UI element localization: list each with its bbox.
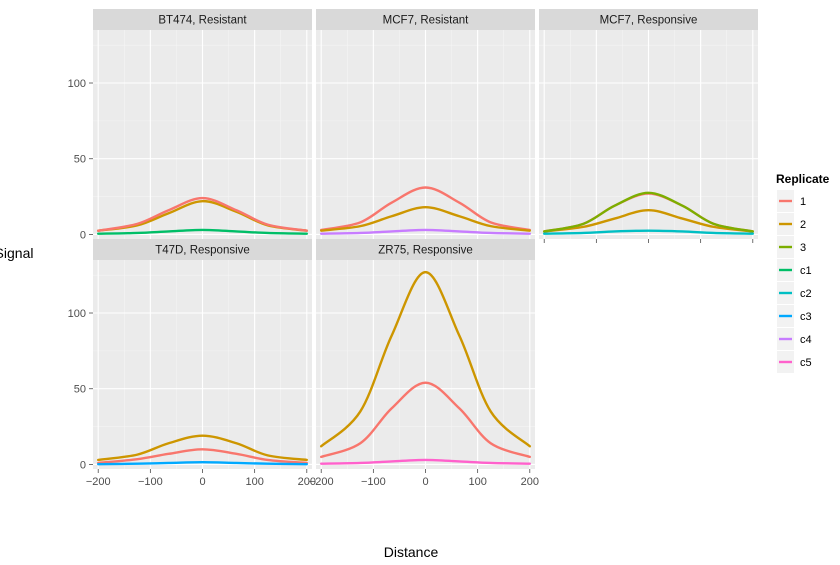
panels-layer: BT474, Resistant MCF7, Resistant MCF7, Res… — [93, 9, 758, 469]
facet-strip — [93, 239, 312, 260]
series-line-c3 — [97, 460, 308, 466]
panel-1: BT474, Resistant — [93, 9, 312, 239]
x-tick-label: 0 — [199, 476, 205, 488]
facet-title: MCF7, Responsive — [600, 15, 698, 27]
x-tick-label: −200 — [86, 476, 111, 488]
x-axis-title: Distance — [384, 544, 439, 560]
y-tick-label: 50 — [74, 384, 86, 396]
legend: Replicate 1 2 3 c1 c2 c3 c4 c5 — [776, 172, 830, 373]
x-tick-label: −100 — [138, 476, 163, 488]
series-line-1 — [97, 196, 308, 232]
y-tick-label: 50 — [74, 154, 86, 166]
legend-label: c3 — [800, 311, 812, 323]
series-line-c4 — [320, 228, 531, 235]
y-tick-label: 100 — [68, 308, 86, 320]
y-tick-label: 0 — [80, 459, 86, 471]
panel-3: MCF7, Responsive — [539, 9, 758, 239]
x-tick-label: 200 — [521, 476, 539, 488]
legend-label: c4 — [800, 334, 812, 346]
facet-title: BT474, Resistant — [158, 15, 247, 27]
x-tick-label: 100 — [245, 476, 263, 488]
x-tick-label: −100 — [361, 476, 386, 488]
series-line-c1 — [97, 228, 308, 235]
facet-strip — [539, 9, 758, 30]
y-axis-title: Signal — [0, 245, 33, 261]
legend-label: 3 — [800, 242, 806, 254]
series-line-1 — [97, 448, 308, 465]
x-tick-label: −200 — [309, 476, 334, 488]
series-line-1 — [320, 381, 531, 459]
series-line-2 — [320, 206, 531, 232]
series-line-c5 — [320, 458, 531, 465]
x-tick-label: 100 — [468, 476, 486, 488]
legend-label: c1 — [800, 265, 812, 277]
legend-label: c5 — [800, 357, 812, 369]
facet-title: MCF7, Resistant — [383, 15, 469, 27]
series-line-2 — [320, 270, 531, 448]
series-line-2 — [97, 434, 308, 462]
facet-strip — [316, 9, 535, 30]
facet-title: T47D, Responsive — [155, 245, 250, 257]
y-tick-label: 100 — [68, 78, 86, 90]
legend-label: 1 — [800, 196, 806, 208]
series-line-c2 — [543, 229, 754, 235]
legend-title: Replicate — [776, 172, 830, 186]
x-tick-label: 200 — [298, 476, 316, 488]
facet-strip — [316, 239, 535, 260]
x-tick-label: 0 — [422, 476, 428, 488]
legend-label: 2 — [800, 219, 806, 231]
facet-title: ZR75, Responsive — [378, 245, 473, 257]
panel-4: T47D, Responsive — [93, 239, 312, 469]
legend-label: c2 — [800, 288, 812, 300]
facet-strip — [93, 9, 312, 30]
series-line-2 — [543, 209, 754, 233]
panel-2: MCF7, Resistant — [316, 9, 535, 239]
series-line-3 — [543, 191, 754, 233]
y-tick-label: 0 — [80, 229, 86, 241]
panel-5: ZR75, Responsive — [316, 239, 535, 469]
series-line-1 — [320, 186, 531, 232]
